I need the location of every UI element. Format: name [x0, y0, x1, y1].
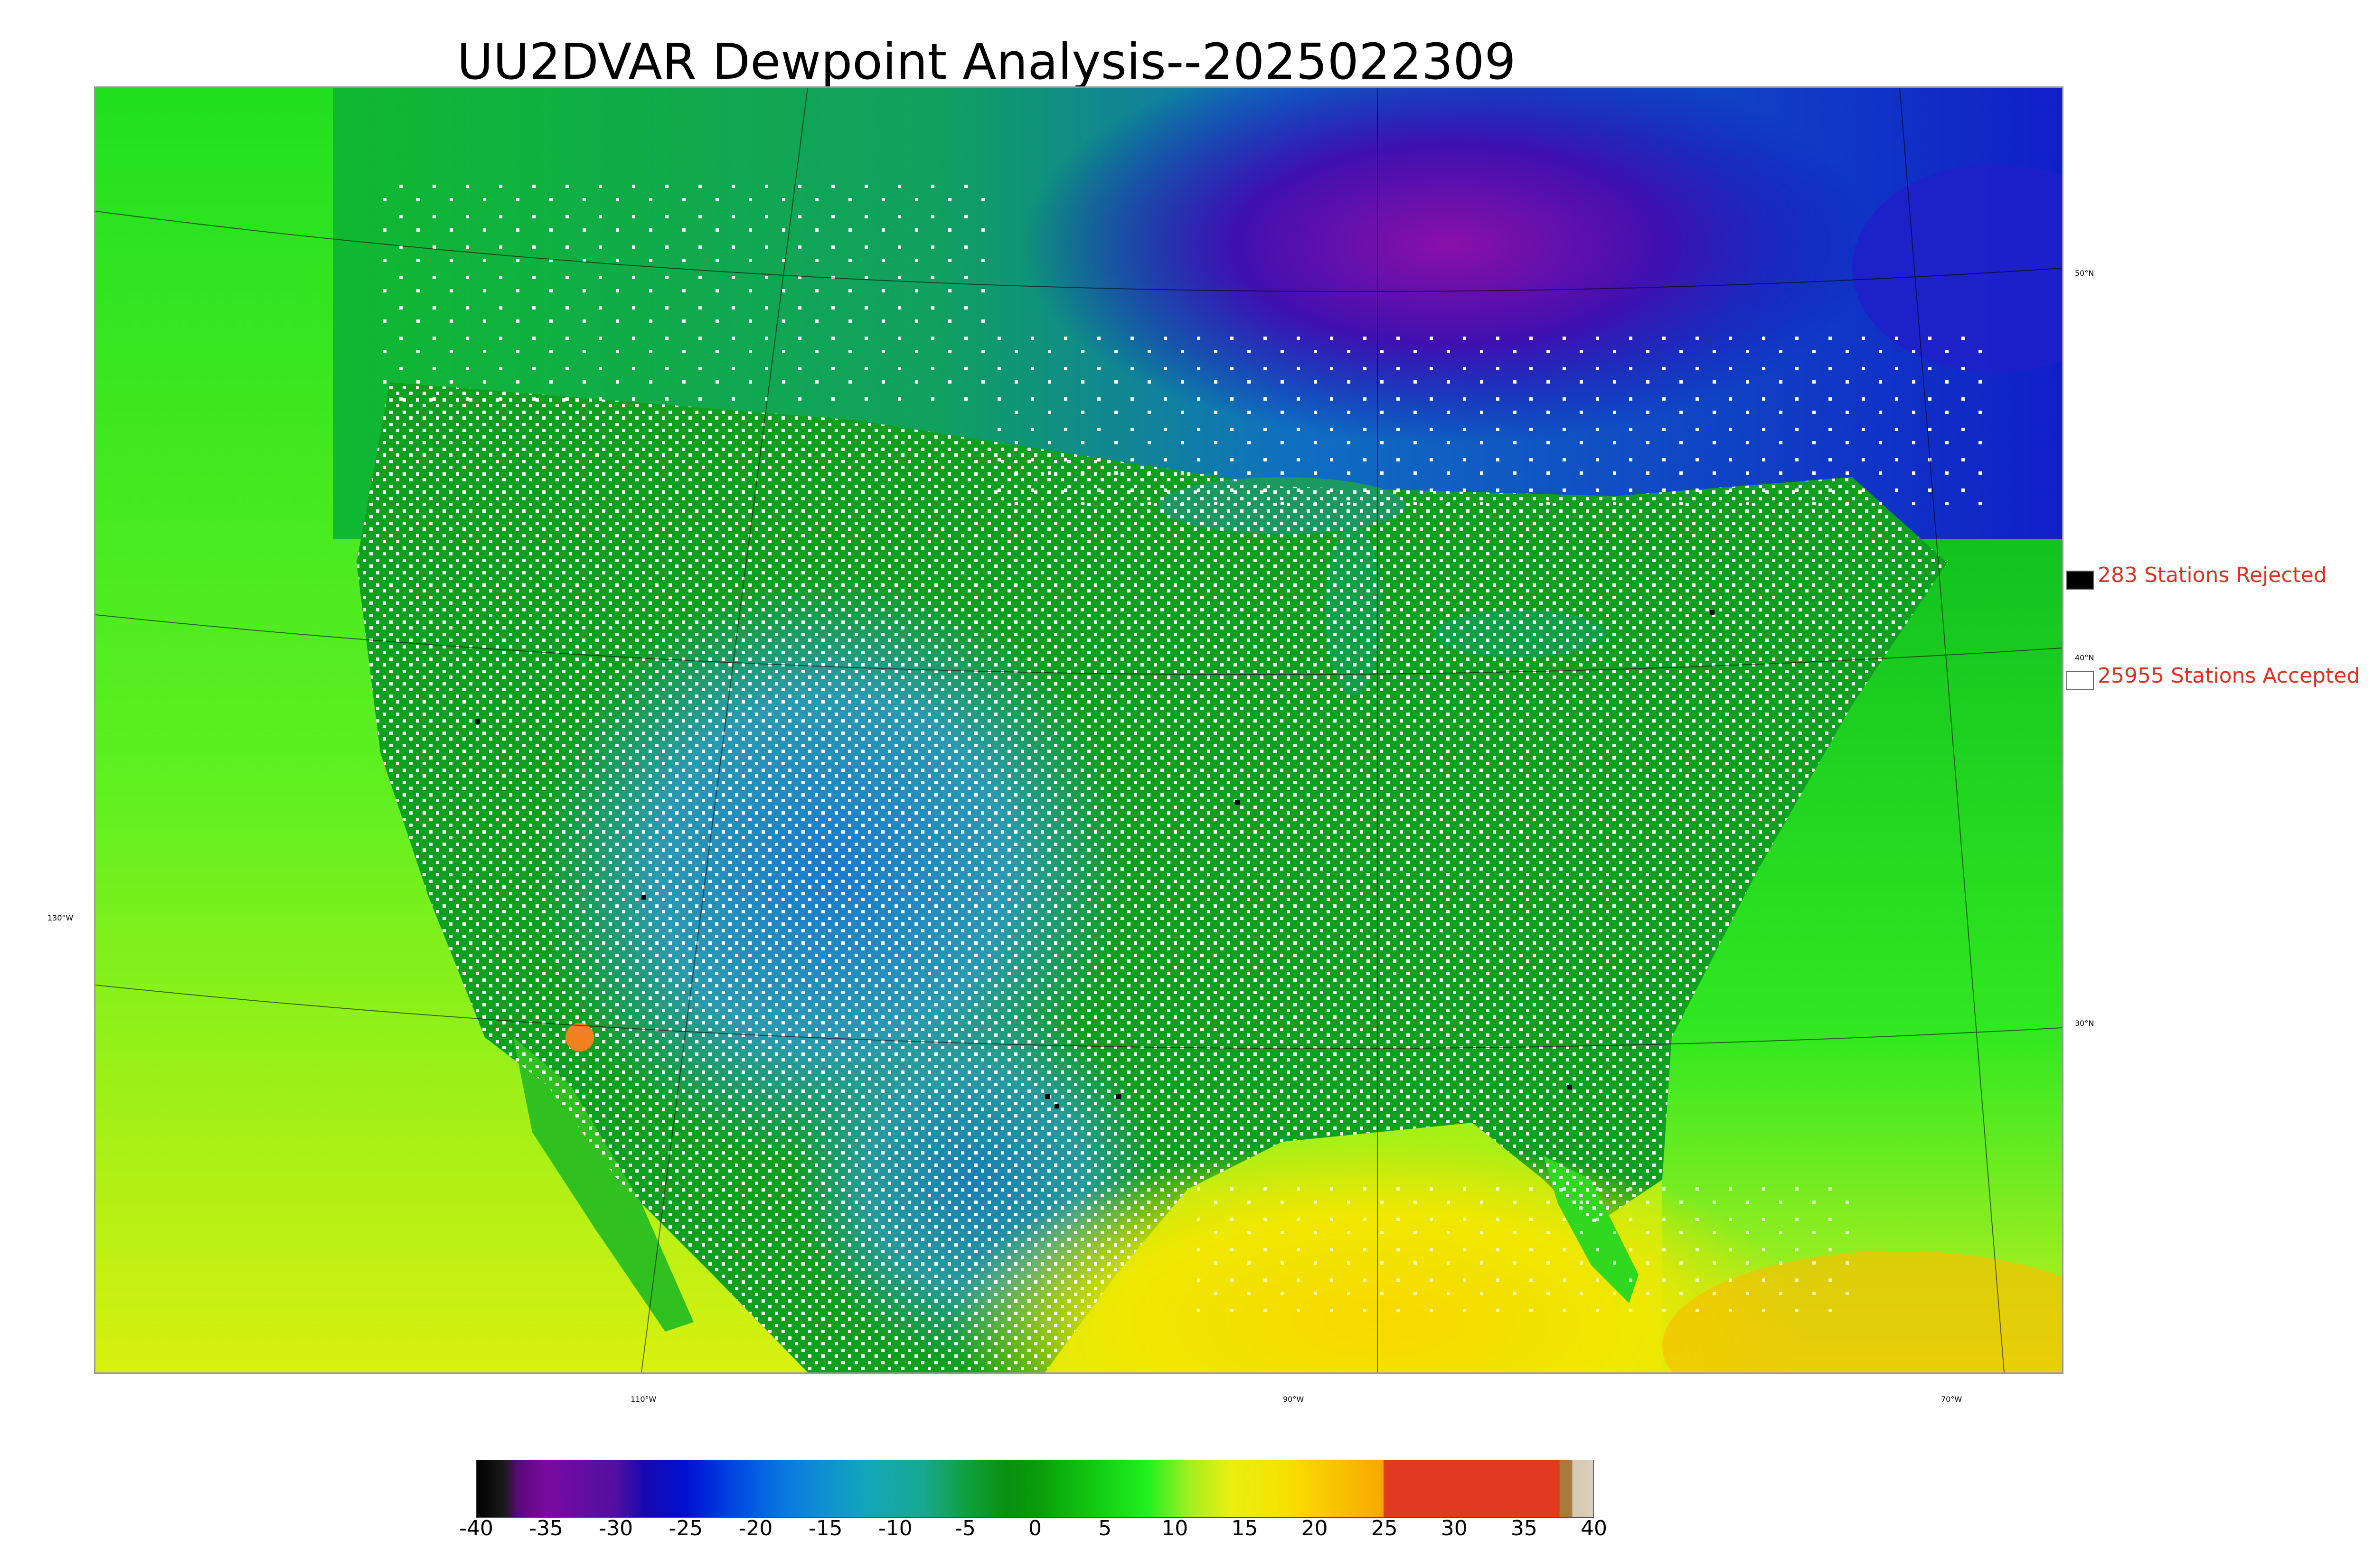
chart-title: UU2DVAR Dewpoint Analysis--2025022309 [457, 33, 1516, 91]
rejected-stations [475, 610, 1715, 1108]
colorbar-tick-label: 20 [1301, 1516, 1328, 1540]
colorbar-tick-label: 40 [1581, 1516, 1607, 1540]
colorbar-tick-label: 30 [1441, 1516, 1468, 1540]
colorbar-tick-label: -10 [878, 1516, 913, 1540]
lon-label-90w: 90°W [1283, 1395, 1304, 1404]
accepted-legend-swatch [2066, 671, 2094, 690]
colorbar-tick-label: -5 [954, 1516, 976, 1540]
colorbar-tick-label: -35 [529, 1516, 564, 1540]
colorbar-tick-label: -30 [599, 1516, 633, 1540]
colorbar-tick-label: 15 [1231, 1516, 1258, 1540]
lon-label-110w: 110°W [631, 1395, 657, 1404]
colorbar-tick-label: -20 [738, 1516, 773, 1540]
accepted-legend-label: 25955 Stations Accepted [2098, 664, 2360, 688]
colorbar-tick-label: 5 [1098, 1516, 1112, 1540]
lat-label-30n: 30°N [2075, 1019, 2094, 1028]
dewpoint-field [95, 88, 2062, 1372]
colorbar [476, 1460, 1594, 1518]
dewpoint-map [94, 86, 2063, 1374]
colorbar-tick-label: -25 [669, 1516, 703, 1540]
colorbar-tick-label: -15 [808, 1516, 843, 1540]
lon-label-70w: 70°W [1941, 1395, 1962, 1404]
rejected-legend-swatch [2066, 571, 2094, 590]
colorbar-tick-label: 35 [1510, 1516, 1537, 1540]
colorbar-tick-label: 25 [1371, 1516, 1398, 1540]
colorbar-tick-label: 0 [1028, 1516, 1042, 1540]
graticule [95, 88, 2062, 1372]
colorbar-gradient [476, 1460, 1594, 1518]
colorbar-tick-label: -40 [459, 1516, 493, 1540]
lat-label-50n: 50°N [2075, 269, 2094, 278]
colorbar-tick-label: 10 [1161, 1516, 1188, 1540]
accepted-stations [357, 382, 1947, 1372]
lon-label-130w: 130°W [47, 913, 74, 922]
rejected-legend-label: 283 Stations Rejected [2098, 563, 2327, 587]
lat-label-40n: 40°N [2075, 653, 2094, 662]
